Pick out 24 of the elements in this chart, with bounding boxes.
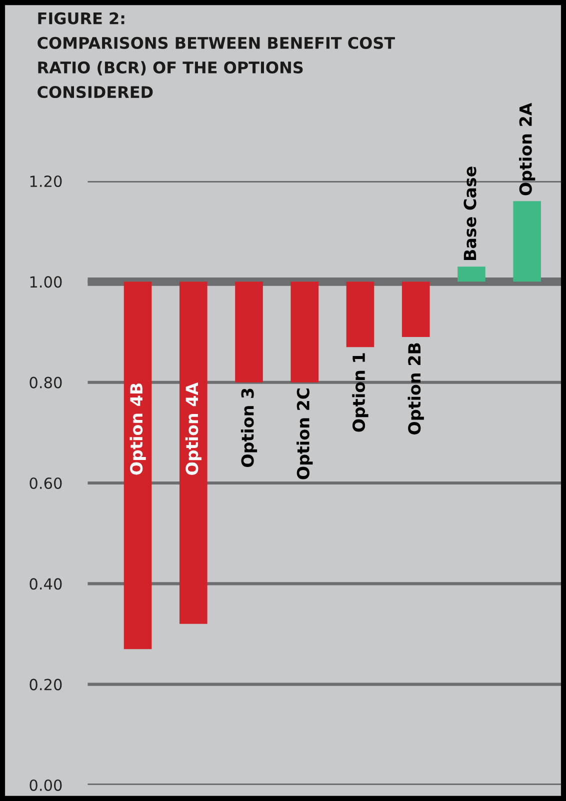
x-tick-label: Option 3 — [240, 388, 258, 468]
bar — [346, 282, 374, 348]
bar — [458, 266, 486, 282]
y-tick-label: 0.60 — [30, 477, 62, 490]
x-tick-label: Option 2B — [408, 343, 424, 434]
y-tick-label: 0.00 — [30, 779, 62, 791]
y-tick-label: 0.20 — [30, 678, 62, 690]
y-tick-label: 0.80 — [30, 376, 62, 388]
y-tick-label: 0.40 — [30, 578, 62, 590]
bar — [235, 282, 263, 382]
bar — [124, 282, 152, 650]
chart-title: FIGURE 2: COMPARISONS BETWEEN BENEFIT COST RATIO (BCR) OF THE OPTIONS CONSIDERED — [38, 12, 395, 98]
bar — [402, 282, 430, 338]
bar — [290, 282, 319, 382]
x-tick-label: Option 2C — [296, 388, 313, 480]
y-tick-label: 1.00 — [30, 276, 62, 288]
bar — [513, 201, 541, 282]
x-tick-label: Option 4A — [185, 382, 202, 475]
bar — [179, 282, 208, 624]
y-tick-label: 1.20 — [30, 175, 62, 188]
x-tick-label: Base Case — [464, 166, 476, 260]
x-tick-label: Option 1 — [352, 353, 368, 432]
x-tick-label: Option 2A — [519, 102, 536, 196]
x-tick-label: Option 4B — [130, 384, 146, 475]
